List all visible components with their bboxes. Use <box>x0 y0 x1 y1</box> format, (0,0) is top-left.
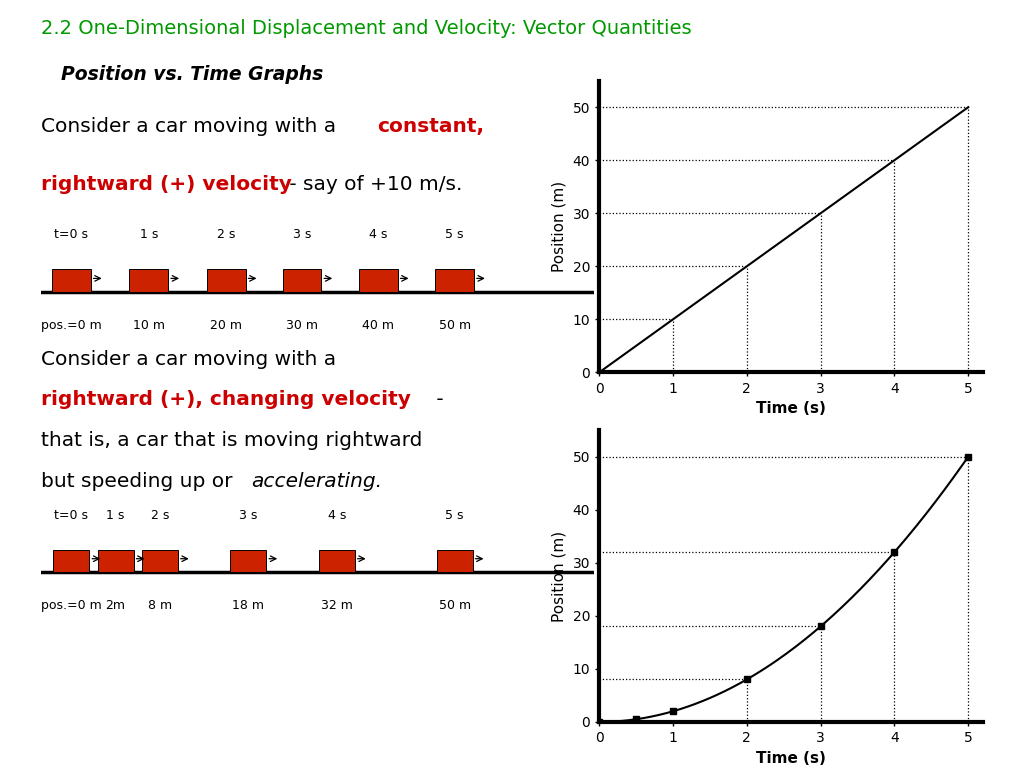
Bar <box>435 270 474 292</box>
Y-axis label: Position (m): Position (m) <box>552 531 567 621</box>
Text: 2.2 One-Dimensional Displacement and Velocity: Vector Quantities: 2.2 One-Dimensional Displacement and Vel… <box>41 19 691 38</box>
Text: accelerating.: accelerating. <box>251 472 382 492</box>
Text: pos.=0 m: pos.=0 m <box>41 319 101 332</box>
Text: Position vs. Time Graphs: Position vs. Time Graphs <box>61 65 324 84</box>
Bar <box>358 270 397 292</box>
Text: 30 m: 30 m <box>286 319 318 332</box>
Text: t=0 s: t=0 s <box>54 228 88 241</box>
Text: 20 m: 20 m <box>210 319 243 332</box>
Text: 3 s: 3 s <box>240 508 257 521</box>
Text: Consider a car moving with a: Consider a car moving with a <box>41 118 342 136</box>
Text: 2 s: 2 s <box>217 228 236 241</box>
Text: 5 s: 5 s <box>445 228 464 241</box>
Text: constant,: constant, <box>378 118 484 136</box>
Bar <box>53 550 89 572</box>
Text: - say of +10 m/s.: - say of +10 m/s. <box>284 175 463 194</box>
Bar <box>436 550 472 572</box>
Text: 4 s: 4 s <box>369 228 387 241</box>
Y-axis label: Position (m): Position (m) <box>552 181 567 272</box>
Text: 32 m: 32 m <box>321 599 352 612</box>
Text: 3 s: 3 s <box>293 228 311 241</box>
Text: Consider a car moving with a: Consider a car moving with a <box>41 349 336 369</box>
Text: -: - <box>430 390 443 409</box>
Text: 50 m: 50 m <box>438 599 471 612</box>
Bar <box>283 270 322 292</box>
Text: but speeding up or: but speeding up or <box>41 472 239 492</box>
Text: rightward (+), changing velocity: rightward (+), changing velocity <box>41 390 411 409</box>
Text: pos.=0 m: pos.=0 m <box>41 599 101 612</box>
Bar <box>52 270 91 292</box>
Text: 4 s: 4 s <box>328 508 346 521</box>
Bar <box>97 550 133 572</box>
Text: 2 s: 2 s <box>151 508 169 521</box>
Text: that is, a car that is moving rightward: that is, a car that is moving rightward <box>41 432 422 450</box>
X-axis label: Time (s): Time (s) <box>756 750 826 766</box>
X-axis label: Time (s): Time (s) <box>756 401 826 416</box>
Text: 18 m: 18 m <box>232 599 264 612</box>
Text: 1 s: 1 s <box>106 508 125 521</box>
Bar <box>129 270 168 292</box>
Text: 8 m: 8 m <box>147 599 172 612</box>
Bar <box>142 550 178 572</box>
Bar <box>230 550 266 572</box>
Text: rightward (+) velocity: rightward (+) velocity <box>41 175 292 194</box>
Bar <box>318 550 354 572</box>
Text: 10 m: 10 m <box>133 319 165 332</box>
Text: 50 m: 50 m <box>438 319 471 332</box>
Text: 5 s: 5 s <box>445 508 464 521</box>
Text: 2m: 2m <box>105 599 126 612</box>
Text: 1 s: 1 s <box>139 228 158 241</box>
Text: 40 m: 40 m <box>362 319 394 332</box>
Bar <box>207 270 246 292</box>
Text: t=0 s: t=0 s <box>54 508 88 521</box>
